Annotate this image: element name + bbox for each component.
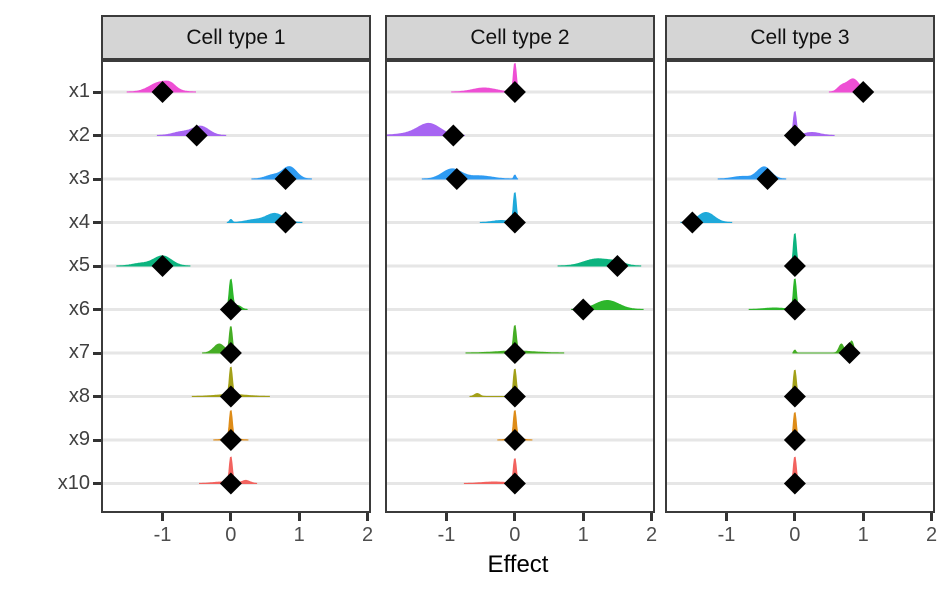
y-tick-label-x9: x9 — [68, 428, 90, 450]
x-tick-label: 0 — [509, 524, 521, 546]
y-tick-label-x3: x3 — [68, 167, 90, 189]
y-tick-mark — [93, 264, 101, 268]
estimate-diamond-x8 — [503, 385, 526, 408]
density-x8 — [191, 366, 270, 397]
estimate-diamond-x5 — [783, 255, 806, 277]
facet-panel-1 — [101, 60, 371, 513]
estimate-diamond-x3 — [445, 168, 468, 190]
y-tick-label-x2: x2 — [68, 123, 90, 146]
x-tick-label: 1 — [857, 524, 869, 546]
x-tick-label: 0 — [789, 524, 801, 546]
estimate-diamond-x6 — [783, 298, 806, 321]
estimate-diamond-x6 — [219, 298, 242, 321]
y-tick-mark — [93, 90, 101, 94]
estimate-diamond-x10 — [219, 472, 242, 495]
x-tick-mark — [445, 513, 449, 521]
estimate-diamond-x8 — [783, 385, 806, 408]
estimate-diamond-x2 — [442, 124, 465, 147]
y-tick-mark — [93, 438, 101, 442]
y-tick-mark — [93, 351, 101, 355]
x-tick-mark — [297, 513, 301, 521]
x-tick-mark — [861, 513, 865, 521]
estimate-diamond-x8 — [219, 385, 242, 408]
density-x9 — [497, 410, 533, 441]
x-tick-mark — [581, 513, 585, 521]
facet-strip-2: Cell type 2 — [385, 15, 655, 60]
density-x9 — [213, 410, 249, 441]
estimate-diamond-x7 — [838, 342, 861, 364]
x-tick-mark — [366, 513, 370, 521]
x-tick-label: 1 — [577, 524, 589, 546]
facet-strip-1: Cell type 1 — [101, 15, 371, 60]
x-tick-mark — [513, 513, 517, 521]
estimate-diamond-x1 — [852, 81, 875, 103]
x-tick-label: -1 — [153, 524, 172, 546]
x-tick-label: -1 — [437, 524, 456, 546]
x-tick-label: 2 — [926, 524, 938, 546]
density-x5 — [557, 258, 642, 267]
estimate-diamond-x4 — [503, 211, 526, 234]
facet-panel-3 — [665, 60, 935, 513]
estimate-diamond-x7 — [503, 342, 526, 364]
estimate-diamond-x4 — [274, 211, 297, 234]
x-tick-mark — [930, 513, 934, 521]
y-tick-label-x8: x8 — [68, 384, 90, 407]
estimate-diamond-x1 — [151, 81, 174, 103]
x-tick-mark — [229, 513, 233, 521]
estimate-diamond-x3 — [756, 168, 779, 190]
panel-border — [665, 60, 935, 513]
x-tick-label: -1 — [717, 524, 736, 546]
estimate-diamond-x5 — [151, 255, 174, 277]
y-tick-label-x5: x5 — [68, 254, 90, 276]
estimate-diamond-x10 — [503, 472, 526, 495]
estimate-diamond-x7 — [219, 342, 242, 364]
y-tick-mark — [93, 177, 101, 181]
y-tick-label-x4: x4 — [68, 210, 90, 233]
estimate-diamond-x4 — [681, 211, 704, 234]
y-tick-label-x1: x1 — [68, 80, 90, 102]
y-tick-label-x10: x10 — [57, 471, 90, 494]
density-x3 — [421, 168, 519, 180]
x-tick-mark — [793, 513, 797, 521]
y-tick-label-x6: x6 — [68, 297, 90, 320]
x-tick-mark — [650, 513, 654, 521]
density-x5 — [116, 255, 191, 267]
x-axis-title: Effect — [487, 551, 549, 578]
facet-strip-3: Cell type 3 — [665, 15, 935, 60]
estimate-diamond-x2 — [783, 124, 806, 147]
y-tick-mark — [93, 134, 101, 137]
estimate-diamond-x6 — [572, 298, 595, 321]
estimate-diamond-x2 — [185, 124, 208, 147]
density-x10 — [463, 458, 526, 484]
x-tick-label: 2 — [362, 524, 374, 546]
estimate-diamond-x5 — [606, 255, 629, 277]
y-tick-mark — [93, 308, 101, 311]
panel-border — [385, 60, 655, 513]
y-tick-label-x7: x7 — [68, 341, 90, 363]
x-tick-mark — [725, 513, 729, 521]
density-x7 — [465, 324, 565, 354]
estimate-diamond-x1 — [503, 81, 526, 103]
estimate-diamond-x9 — [783, 429, 806, 451]
facet-panel-2 — [385, 60, 655, 513]
x-tick-label: 0 — [225, 524, 237, 546]
estimate-diamond-x9 — [503, 429, 526, 451]
y-tick-mark — [93, 395, 101, 398]
estimate-diamond-x10 — [783, 472, 806, 495]
x-tick-label: 2 — [646, 524, 658, 546]
y-tick-mark — [93, 482, 101, 485]
x-tick-mark — [161, 513, 165, 521]
estimate-diamond-x9 — [219, 429, 242, 451]
y-tick-mark — [93, 221, 101, 224]
x-tick-label: 1 — [293, 524, 305, 546]
estimate-diamond-x3 — [274, 168, 297, 190]
panel-border — [101, 60, 371, 513]
